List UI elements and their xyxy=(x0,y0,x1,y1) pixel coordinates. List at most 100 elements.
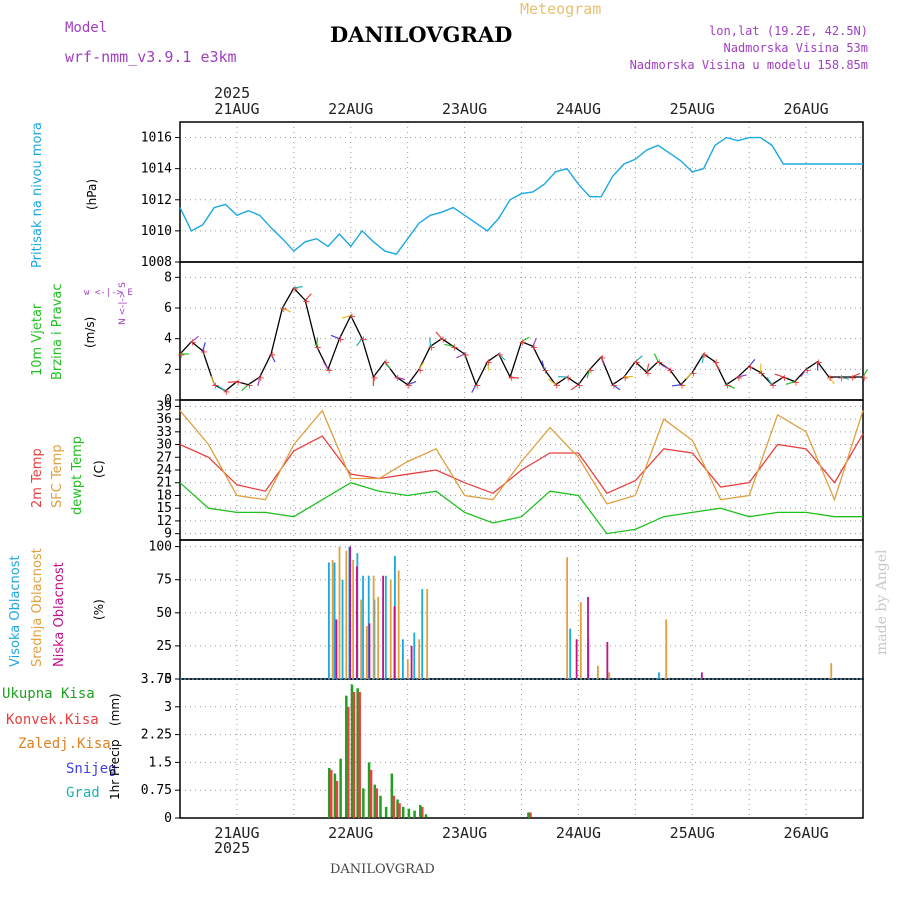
y-tick-label: 3.75 xyxy=(141,672,172,687)
wind-gust-mark: + xyxy=(575,381,583,392)
wind-gust-mark: + xyxy=(723,381,731,392)
wind-arrow xyxy=(548,378,557,386)
cloud-bar xyxy=(397,570,400,679)
precip-bar xyxy=(424,814,428,818)
wind-arrow xyxy=(510,376,520,379)
temp-unit-label: (C) xyxy=(92,460,106,478)
cloud-bar xyxy=(587,596,589,679)
precip-bar xyxy=(373,784,377,818)
wind-name2-label: Brzina i Pravac xyxy=(50,283,65,380)
y-tick-label: 1016 xyxy=(141,131,172,146)
precip-bar xyxy=(362,788,365,818)
wind-gust-mark: + xyxy=(803,365,811,376)
wind-arrow xyxy=(685,371,693,380)
wind-arrow xyxy=(456,353,465,359)
x-day-label-bottom: 22AUG xyxy=(328,824,373,842)
precip-bar xyxy=(407,808,411,818)
wind-arrow xyxy=(726,384,735,389)
wind-arrow xyxy=(384,361,391,370)
wind-arrow xyxy=(407,381,417,386)
wind-gust-mark: + xyxy=(177,350,185,361)
cloud-bar xyxy=(569,628,572,679)
cloud-bar xyxy=(579,602,582,679)
wind-arrow xyxy=(800,368,807,378)
wind-arrow xyxy=(341,315,351,319)
wind-arrow xyxy=(653,353,659,362)
legend-frozen-rain: Zaledj.Kisa xyxy=(18,736,111,752)
wind-gust-mark: + xyxy=(666,365,674,376)
wind-arrow xyxy=(661,364,670,370)
pressure-unit-label: (hPa) xyxy=(85,178,99,210)
wind-gust-mark: + xyxy=(701,350,709,361)
cloud-bar xyxy=(596,665,599,679)
wind-arrow xyxy=(444,343,454,347)
y-tick-label: 1012 xyxy=(141,193,172,208)
y-tick-label: 3 xyxy=(164,700,172,715)
y-tick-label: 27 xyxy=(156,450,172,465)
cloud-bar xyxy=(365,626,368,679)
precip-bar xyxy=(396,799,399,818)
wind-arrow xyxy=(701,353,705,363)
precip-bar xyxy=(375,788,379,818)
model-name: wrf-nmm_v3.9.1 e3km xyxy=(65,48,237,66)
cloud-bar xyxy=(700,672,703,679)
y-tick-label: 12 xyxy=(156,514,172,529)
precip-bar xyxy=(356,688,359,818)
precip-bar xyxy=(345,695,348,818)
wind-arrow xyxy=(612,384,621,391)
cloud-bar xyxy=(352,559,355,679)
precip-unit-label: (mm) xyxy=(108,693,122,726)
panel-wind: 0 2 4 6 8 xyxy=(164,261,864,408)
cloud-bar xyxy=(608,672,611,679)
wind-arrow xyxy=(774,373,784,378)
cloud-bar xyxy=(575,639,578,679)
precip-bar xyxy=(398,803,401,818)
legend-grad: Grad xyxy=(66,785,100,801)
y-tick-label: 39 xyxy=(156,399,172,414)
legend-total-rain: Ukupna Kisa xyxy=(2,686,95,702)
precip-bar xyxy=(358,691,361,818)
wind-arrow xyxy=(486,361,490,371)
cloud-bar xyxy=(360,599,363,679)
wind-arrow xyxy=(191,335,199,343)
wind-gust-mark: + xyxy=(245,381,253,392)
wind-gust-mark: + xyxy=(371,373,379,384)
wind-arrow xyxy=(257,376,261,386)
wind-gust-mark: + xyxy=(621,373,629,384)
cloud-bar xyxy=(368,623,371,679)
x-day-label-bottom: 25AUG xyxy=(670,824,715,842)
wind-gust-mark: + xyxy=(348,312,356,323)
precip-bar xyxy=(339,758,342,818)
wind-gust-mark: + xyxy=(507,373,515,384)
year-bottom: 2025 xyxy=(214,839,251,857)
wind-gust-mark: + xyxy=(450,342,458,353)
wind-gust-mark: + xyxy=(632,358,640,369)
wind-gust-mark: + xyxy=(462,350,470,361)
wind-arrow xyxy=(202,342,206,352)
temp-line-2 xyxy=(179,481,863,535)
wind-gust-mark: + xyxy=(279,304,287,315)
wind-gust-mark: + xyxy=(564,373,572,384)
precip-bar xyxy=(529,812,532,818)
cloud-bar xyxy=(356,566,358,679)
cloud-bar xyxy=(331,559,334,679)
wind-gust-mark: + xyxy=(223,387,231,398)
cloud-bar xyxy=(413,632,416,679)
cloud-bar xyxy=(341,579,344,679)
y-tick-label: 2 xyxy=(164,362,172,377)
precip-bar xyxy=(390,773,394,818)
wind-gust-mark: + xyxy=(826,373,834,384)
precip-bar xyxy=(333,773,337,818)
wind-arrow xyxy=(828,376,835,385)
y-tick-label: 100 xyxy=(149,540,172,555)
year-top: 2025 xyxy=(214,84,251,102)
product-title: Meteogram xyxy=(520,0,602,18)
wind-gust-mark: + xyxy=(610,381,618,392)
precip-bar xyxy=(369,769,373,818)
coords-label: lon,lat (19.2E, 42.5N) xyxy=(709,24,868,38)
temp-line-1 xyxy=(179,409,864,505)
precip-bar xyxy=(421,806,424,818)
y-tick-label: 4 xyxy=(164,332,172,347)
y-tick-label: 15 xyxy=(156,501,172,516)
wind-arrow xyxy=(748,358,756,367)
